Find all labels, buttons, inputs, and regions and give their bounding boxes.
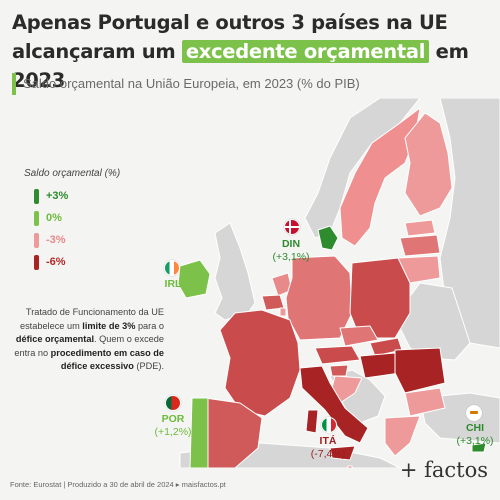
country-code: CHI	[465, 422, 485, 434]
great-britain	[214, 222, 256, 321]
title-line-2: alcançaram um excedente orçamental em 20…	[12, 37, 488, 95]
country-value: (+3,1%)	[272, 251, 310, 263]
ireland	[177, 259, 211, 299]
legend-swatch	[34, 233, 39, 248]
denmark-flag-icon	[284, 219, 300, 235]
country-value: (-7,4%)	[310, 448, 346, 460]
hungary	[359, 352, 401, 379]
legend-title: Saldo orçamental (%)	[24, 168, 121, 179]
finland	[404, 112, 453, 217]
label-chi: CHI (+3,1%)	[452, 422, 498, 448]
germany	[285, 255, 353, 341]
note-bold: défice orçamental	[15, 334, 95, 344]
title-highlight: excedente orçamental	[181, 40, 430, 63]
country-code: POR	[161, 413, 185, 425]
note-text: Tratado de Funcionamento da UE estabelec…	[19, 307, 164, 331]
note-text: para o	[135, 320, 164, 331]
title-line-1: Apenas Portugal e outros 3 países na UE	[12, 11, 448, 34]
cyprus	[471, 442, 487, 453]
country-code: IRL	[164, 278, 182, 290]
austria	[314, 345, 361, 365]
note-bold: limite de 3%	[82, 320, 136, 331]
legend-label: +3%	[46, 190, 69, 202]
country-code: ITÁ	[319, 435, 337, 447]
country-value: (+1,2%)	[154, 426, 192, 438]
treaty-note: Tratado de Funcionamento da UE estabelec…	[14, 306, 164, 374]
sweden	[339, 107, 421, 247]
luxembourg	[279, 307, 287, 317]
france	[219, 309, 301, 417]
label-ita: ITÁ (-7,4%)	[305, 435, 351, 461]
portugal-flag-icon	[165, 395, 181, 411]
greece	[384, 415, 421, 457]
czechia	[339, 325, 379, 347]
legend-swatch	[34, 255, 39, 270]
portugal	[189, 397, 209, 468]
italy	[299, 365, 369, 444]
legend-label: 0%	[46, 212, 62, 224]
denmark	[317, 225, 339, 251]
note-text: (PDE).	[133, 361, 164, 371]
chart-subtitle: Saldo orçamental na União Europeia, em 2…	[12, 73, 360, 95]
italy-flag-icon	[321, 417, 337, 433]
title-line-2-pre: alcançaram um	[12, 40, 182, 63]
sicily	[329, 445, 356, 461]
legend-swatch	[34, 189, 39, 204]
romania	[394, 347, 446, 394]
label-por: POR (+1,2%)	[150, 413, 196, 439]
country-value: (+3,1%)	[456, 435, 494, 447]
label-din: DIN (+3,1%)	[266, 238, 316, 264]
legend-label: -3%	[46, 234, 66, 246]
bulgaria	[404, 387, 446, 417]
legend-label: -6%	[46, 256, 66, 268]
slovenia	[329, 364, 349, 377]
note-bold: procedimento em caso de défice excessivo	[50, 347, 164, 372]
croatia	[331, 375, 363, 404]
ireland-flag-icon	[164, 260, 180, 276]
cyprus-flag-icon	[466, 405, 482, 421]
source-footer: Fonte: Eurostat | Produzido a 30 de abri…	[10, 480, 226, 489]
title-line-2-post: em 2023	[12, 40, 469, 92]
estonia	[404, 219, 436, 237]
poland	[349, 257, 411, 339]
chart-title: Apenas Portugal e outros 3 países na UE …	[12, 8, 488, 95]
country-code: DIN	[281, 238, 301, 250]
legend-swatch	[34, 211, 39, 226]
malta	[347, 465, 353, 468]
brand-logo: + factos	[399, 458, 488, 482]
europe-map	[177, 98, 500, 468]
note-text: . Quem o excede entra no	[14, 334, 164, 358]
sardinia	[305, 409, 319, 434]
label-irl: IRL	[158, 278, 188, 291]
latvia	[399, 234, 441, 257]
